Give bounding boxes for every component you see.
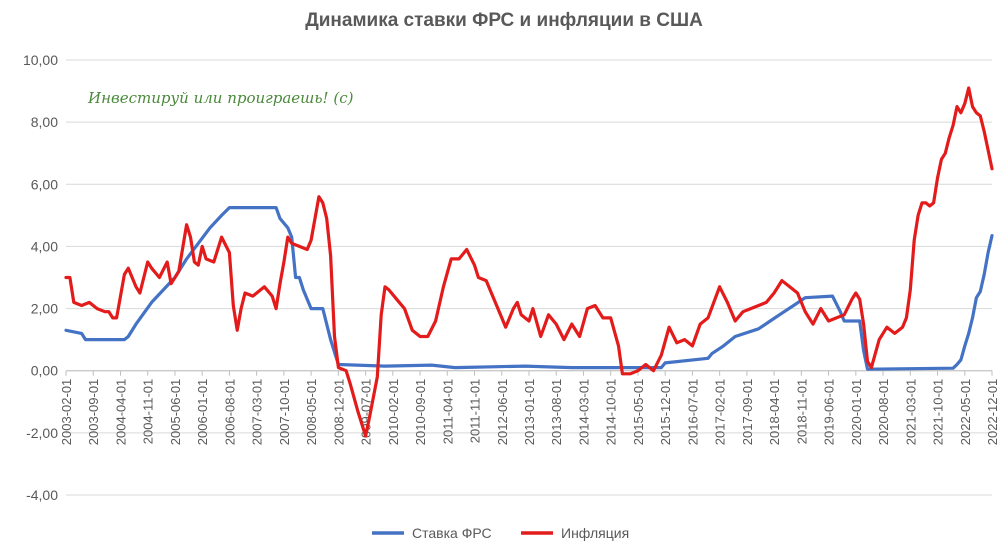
y-tick-label: 8,00 (31, 114, 58, 130)
x-tick-label: 2011-11-01 (468, 379, 483, 444)
x-tick-label: 2003-02-01 (59, 379, 74, 446)
x-tick-label: 2016-07-01 (685, 379, 700, 446)
x-tick-label: 2018-11-01 (794, 379, 809, 445)
y-tick-label: 0,00 (31, 363, 58, 379)
x-tick-label: 2010-02-01 (386, 379, 401, 446)
x-tick-label: 2014-03-01 (576, 379, 591, 446)
x-tick-label: 2010-09-01 (413, 379, 428, 446)
y-tick-label: 10,00 (23, 52, 58, 68)
x-tick-label: 2006-08-01 (222, 379, 237, 446)
x-tick-label: 2008-12-01 (331, 379, 346, 446)
series-lines (64, 86, 994, 438)
x-tick-labels: 2003-02-01 2003-09-01 2004-04-01 2004-11-01… (59, 379, 1000, 446)
y-tick-label: 4,00 (31, 238, 58, 254)
x-tick-label: 2015-12-01 (658, 379, 673, 446)
x-tick-label: 2018-04-01 (767, 379, 782, 446)
series-line-inflation (64, 86, 994, 438)
y-tick-label: -4,00 (26, 487, 58, 503)
watermark-annotation: Инвестируй или проиграешь! (с) (87, 89, 354, 107)
x-tick-label: 2013-01-01 (522, 379, 537, 446)
x-tick-label: 2007-10-01 (277, 379, 292, 446)
x-tick-label: 2021-10-01 (931, 379, 946, 446)
x-tick-label: 2003-09-01 (86, 379, 101, 446)
legend-label: Инфляция (561, 525, 629, 541)
y-tick-label: 6,00 (31, 176, 58, 192)
x-tick-label: 2019-06-01 (822, 379, 837, 446)
y-tick-label: -2,00 (26, 425, 58, 441)
x-tick-label: 2017-02-01 (713, 379, 728, 446)
x-tick-label: 2015-05-01 (631, 379, 646, 446)
x-tick-label: 2006-01-01 (195, 379, 210, 446)
x-tick-label: 2004-11-01 (141, 379, 156, 445)
legend: Ставка ФРС Инфляция (372, 525, 629, 541)
x-axis (65, 370, 993, 376)
x-tick-label: 2004-04-01 (113, 379, 128, 446)
y-axis: 10,00 8,00 6,00 4,00 2,00 0,00 -2,00 -4,00 (23, 52, 58, 503)
x-tick-label: 2012-06-01 (495, 379, 510, 446)
x-tick-label: 2013-08-01 (549, 379, 564, 446)
x-tick-label: 2005-06-01 (168, 379, 183, 446)
x-tick-label: 2022-05-01 (958, 379, 973, 446)
series-line-fed-rate (64, 206, 994, 371)
x-tick-label: 2014-10-01 (604, 379, 619, 446)
x-tick-label: 2020-08-01 (876, 379, 891, 446)
x-tick-label: 2022-12-01 (985, 379, 1000, 446)
x-tick-label: 2017-09-01 (740, 379, 755, 446)
x-tick-label: 2021-03-01 (903, 379, 918, 446)
x-tick-label: 2011-04-01 (440, 379, 455, 445)
y-tick-label: 2,00 (31, 301, 58, 317)
x-tick-label: 2008-05-01 (304, 379, 319, 446)
x-tick-label: 2020-01-01 (849, 379, 864, 446)
chart-title: Динамика ставки ФРС и инфляции в США (305, 10, 703, 31)
legend-label: Ставка ФРС (412, 525, 492, 541)
x-tick-label: 2007-03-01 (250, 379, 265, 446)
